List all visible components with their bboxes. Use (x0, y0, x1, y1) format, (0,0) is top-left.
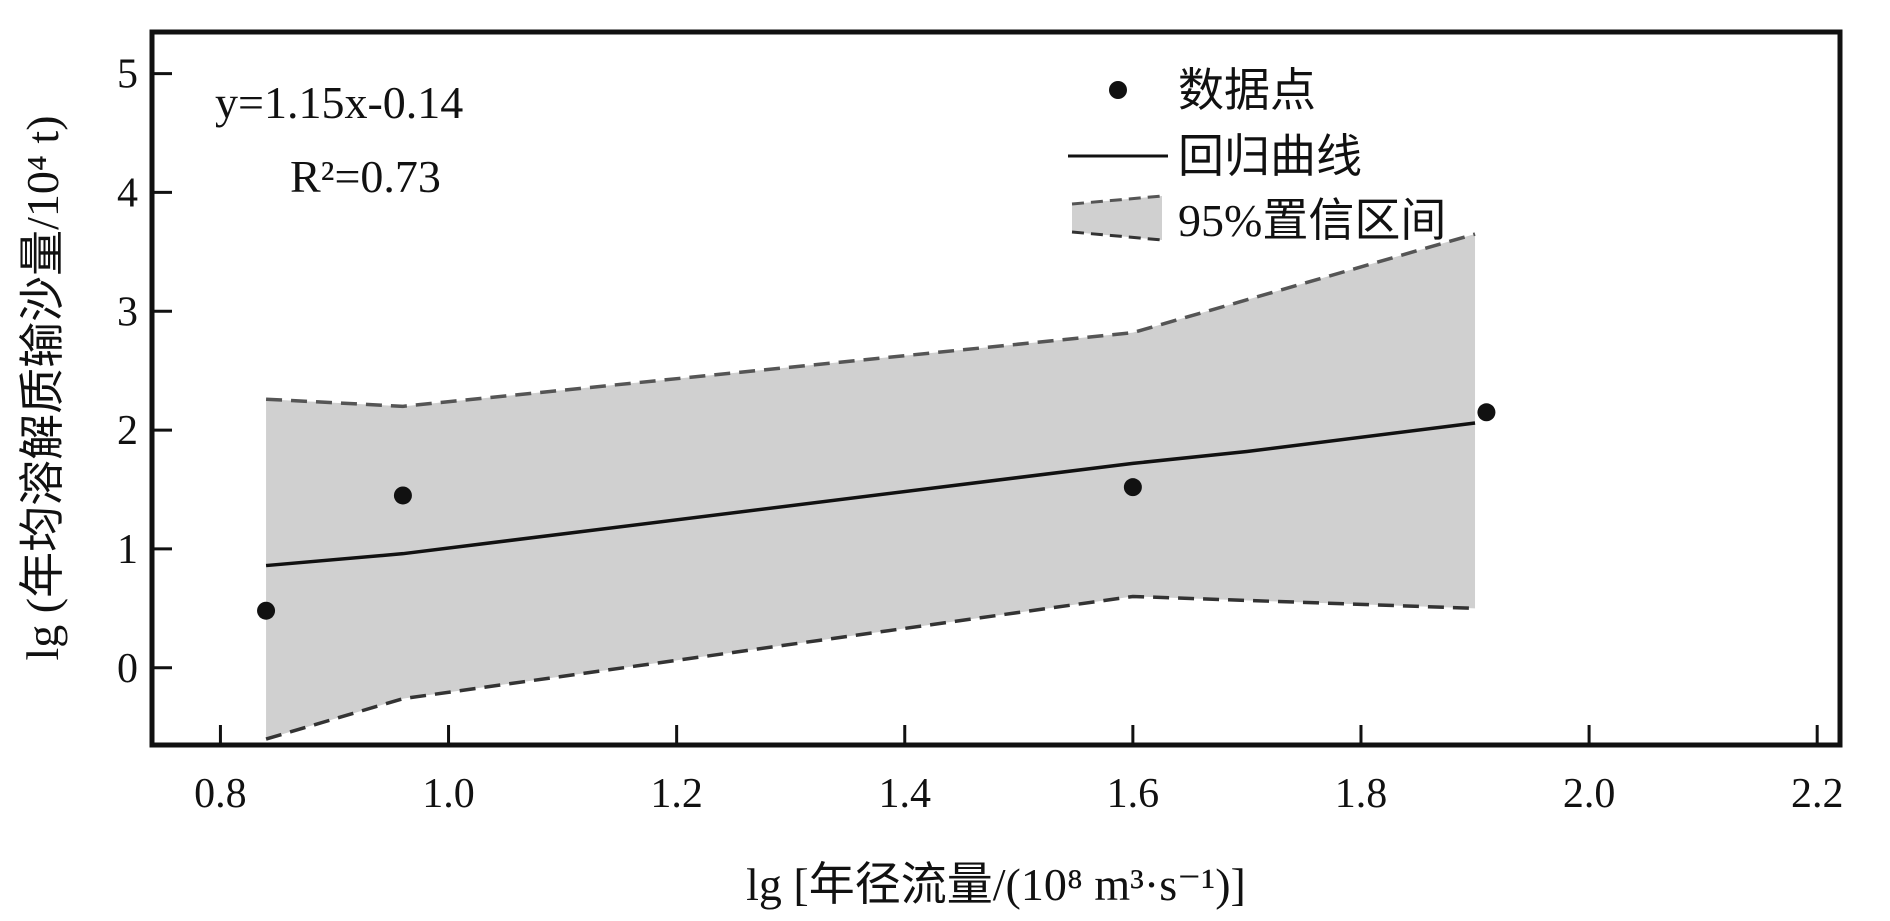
data-point (257, 601, 276, 620)
regression-line-layer (265, 421, 1476, 568)
x-tick-label: 1.8 (1335, 771, 1388, 817)
legend-band-upper-edge (1071, 194, 1163, 206)
x-tick-label: 1.4 (879, 771, 932, 817)
confidence-band-layer (265, 232, 1476, 741)
r-squared-label: R²=0.73 (290, 151, 441, 202)
regression-equation: y=1.15x-0.14 (215, 77, 463, 128)
x-tick-label: 2.2 (1791, 771, 1844, 817)
legend-point-marker (1109, 81, 1127, 99)
y-tick-label: 5 (117, 52, 138, 98)
confidence-band-upper-bound (265, 232, 1476, 409)
confidence-band-lower-bound (265, 594, 1476, 741)
plot-frame (149, 29, 1843, 748)
tick-layer: 0.8 1.0 1.2 1.4 1.6 1.8 2.0 2.2 0 1 2 3 4 5 (117, 52, 1843, 817)
x-tick-label: 1.6 (1107, 771, 1160, 817)
x-tick-label: 0.8 (194, 771, 247, 817)
y-tick-label: 0 (117, 646, 138, 692)
x-tick-label: 1.2 (650, 771, 703, 817)
legend-band-marker (1072, 196, 1162, 240)
data-point (1477, 403, 1496, 422)
data-point (1123, 478, 1142, 497)
y-tick-label: 3 (117, 289, 138, 335)
legend-label-band: 95%置信区间 (1178, 195, 1446, 246)
legend-label-line: 回归曲线 (1178, 131, 1362, 182)
legend: 数据点 回归曲线 95%置信区间 (1068, 65, 1446, 246)
x-tick-label: 2.0 (1563, 771, 1616, 817)
data-point (393, 486, 412, 505)
x-axis-label: lg [年径流量/(10⁸ m³·s⁻¹)] (746, 859, 1246, 910)
confidence-band-fill (266, 234, 1476, 740)
y-tick-label: 1 (117, 527, 138, 573)
y-axis-label: lg (年均溶解质输沙量/10⁴ t) (17, 115, 68, 660)
regression-curve (265, 421, 1476, 568)
legend-band-lower-edge (1071, 230, 1163, 242)
data-point-layer (257, 403, 1496, 620)
x-tick-label: 1.0 (422, 771, 475, 817)
y-tick-label: 4 (117, 170, 138, 216)
legend-label-points: 数据点 (1178, 65, 1316, 116)
y-tick-label: 2 (117, 408, 138, 454)
